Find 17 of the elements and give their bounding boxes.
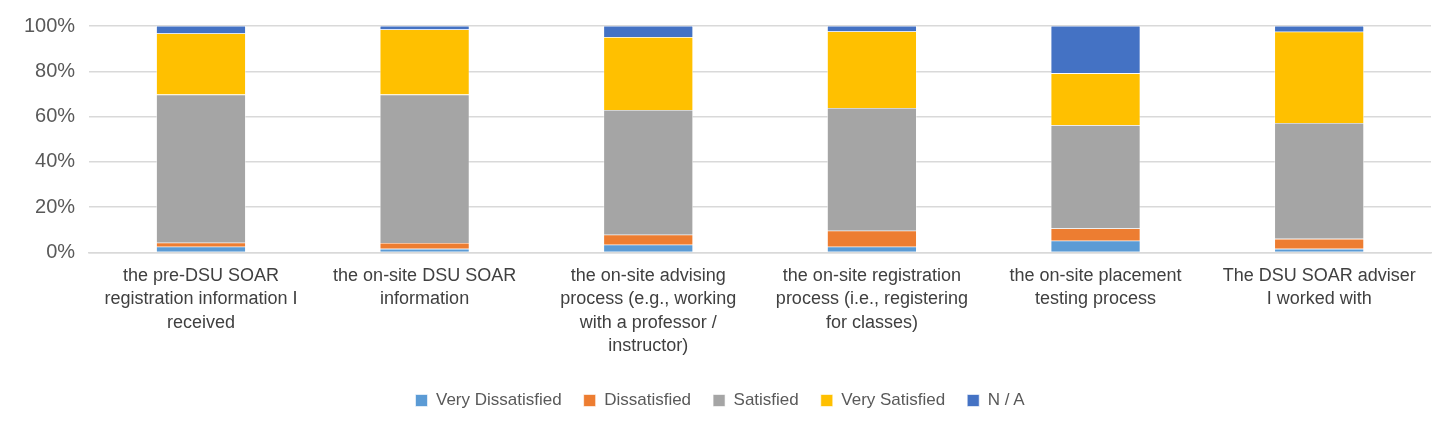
legend-label: N / A: [987, 390, 1026, 410]
x-tick-label: the on-site advising process (e.g., working with a professor / instructor): [560, 265, 737, 356]
y-tick-label: 0%: [46, 239, 76, 262]
x-tick-label: the on-site registration process (i.e., registering for classes): [775, 265, 968, 332]
y-tick-label: 80%: [35, 58, 76, 81]
y-tick-label: 60%: [35, 104, 76, 127]
x-tick-label: the pre-DSU SOAR registration information I received: [104, 265, 298, 332]
legend-label: Very Dissatisfied: [436, 390, 562, 410]
legend-label: Satisfied: [733, 390, 799, 410]
y-tick-label: 20%: [35, 194, 76, 217]
y-tick-label: 40%: [35, 149, 76, 172]
legend-label: Very Satisfied: [841, 390, 946, 410]
x-tick-label: the on-site placement testing process: [1009, 265, 1182, 309]
y-tick-label: 100%: [24, 13, 76, 36]
x-tick-label: the on-site DSU SOAR information: [333, 265, 517, 309]
x-tick-label: The DSU SOAR adviser I worked with: [1222, 265, 1416, 309]
legend-label: Dissatisfied: [604, 390, 692, 410]
